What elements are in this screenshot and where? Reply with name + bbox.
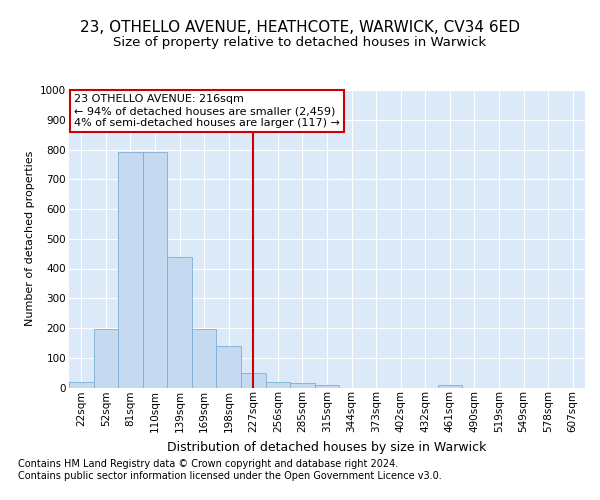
Bar <box>290 383 315 388</box>
Bar <box>437 384 462 388</box>
X-axis label: Distribution of detached houses by size in Warwick: Distribution of detached houses by size … <box>167 440 487 454</box>
Bar <box>217 346 241 388</box>
Bar <box>241 373 266 388</box>
Bar <box>266 382 290 388</box>
Bar <box>192 330 217 388</box>
Bar <box>118 152 143 388</box>
Bar <box>167 256 192 388</box>
Text: Contains public sector information licensed under the Open Government Licence v3: Contains public sector information licen… <box>18 471 442 481</box>
Text: 23 OTHELLO AVENUE: 216sqm
← 94% of detached houses are smaller (2,459)
4% of sem: 23 OTHELLO AVENUE: 216sqm ← 94% of detac… <box>74 94 340 128</box>
Bar <box>94 330 118 388</box>
Bar <box>69 382 94 388</box>
Bar <box>143 152 167 388</box>
Text: Size of property relative to detached houses in Warwick: Size of property relative to detached ho… <box>113 36 487 49</box>
Text: 23, OTHELLO AVENUE, HEATHCOTE, WARWICK, CV34 6ED: 23, OTHELLO AVENUE, HEATHCOTE, WARWICK, … <box>80 20 520 35</box>
Text: Contains HM Land Registry data © Crown copyright and database right 2024.: Contains HM Land Registry data © Crown c… <box>18 459 398 469</box>
Bar <box>315 384 339 388</box>
Y-axis label: Number of detached properties: Number of detached properties <box>25 151 35 326</box>
